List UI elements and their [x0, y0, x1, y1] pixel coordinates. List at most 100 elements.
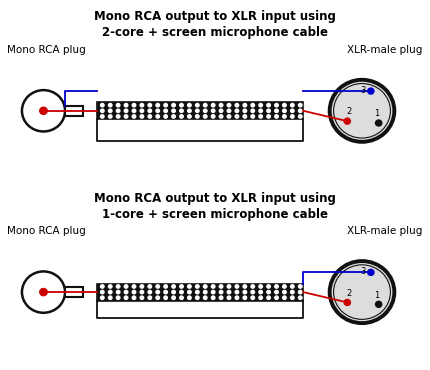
- Circle shape: [243, 115, 246, 118]
- Circle shape: [108, 296, 112, 299]
- Circle shape: [298, 285, 302, 288]
- Circle shape: [251, 290, 255, 294]
- Circle shape: [108, 290, 112, 294]
- Circle shape: [117, 115, 120, 118]
- Circle shape: [283, 290, 286, 294]
- Circle shape: [275, 285, 278, 288]
- Circle shape: [117, 285, 120, 288]
- Circle shape: [101, 290, 104, 294]
- Circle shape: [267, 104, 270, 107]
- Circle shape: [251, 115, 255, 118]
- Circle shape: [344, 118, 350, 124]
- Text: 3: 3: [360, 85, 366, 95]
- Circle shape: [212, 115, 215, 118]
- Circle shape: [283, 104, 286, 107]
- Bar: [65, 105, 83, 116]
- Text: XLR-male plug: XLR-male plug: [347, 226, 423, 236]
- Circle shape: [40, 107, 47, 114]
- Circle shape: [212, 109, 215, 112]
- Circle shape: [156, 290, 160, 294]
- Circle shape: [283, 296, 286, 299]
- Circle shape: [212, 285, 215, 288]
- Circle shape: [187, 296, 191, 299]
- Circle shape: [251, 109, 255, 112]
- Circle shape: [132, 290, 136, 294]
- Circle shape: [298, 296, 302, 299]
- Text: 1: 1: [375, 290, 380, 300]
- Circle shape: [40, 289, 47, 296]
- Circle shape: [298, 115, 302, 118]
- Circle shape: [219, 104, 223, 107]
- Circle shape: [235, 115, 239, 118]
- Circle shape: [203, 115, 207, 118]
- Circle shape: [164, 296, 167, 299]
- Text: Mono RCA plug: Mono RCA plug: [7, 226, 86, 236]
- Circle shape: [187, 109, 191, 112]
- Circle shape: [334, 265, 390, 319]
- Circle shape: [117, 104, 120, 107]
- Circle shape: [259, 115, 262, 118]
- Circle shape: [148, 290, 151, 294]
- Circle shape: [108, 115, 112, 118]
- Circle shape: [283, 115, 286, 118]
- Circle shape: [219, 109, 223, 112]
- Text: Mono RCA output to XLR input using: Mono RCA output to XLR input using: [94, 10, 336, 23]
- Circle shape: [235, 296, 239, 299]
- Circle shape: [187, 115, 191, 118]
- Circle shape: [227, 109, 231, 112]
- Circle shape: [164, 104, 167, 107]
- Circle shape: [148, 285, 151, 288]
- Circle shape: [227, 104, 231, 107]
- Circle shape: [235, 104, 239, 107]
- Circle shape: [219, 115, 223, 118]
- Circle shape: [243, 290, 246, 294]
- Circle shape: [298, 290, 302, 294]
- Circle shape: [196, 115, 199, 118]
- Circle shape: [164, 115, 167, 118]
- Bar: [98, 102, 303, 119]
- Circle shape: [259, 104, 262, 107]
- Circle shape: [172, 285, 175, 288]
- Circle shape: [212, 290, 215, 294]
- Circle shape: [203, 104, 207, 107]
- Circle shape: [267, 109, 270, 112]
- Circle shape: [148, 296, 151, 299]
- Circle shape: [283, 109, 286, 112]
- Circle shape: [101, 104, 104, 107]
- Circle shape: [275, 104, 278, 107]
- Circle shape: [140, 104, 144, 107]
- Circle shape: [243, 296, 246, 299]
- Circle shape: [212, 296, 215, 299]
- Circle shape: [156, 285, 160, 288]
- Circle shape: [180, 109, 183, 112]
- Circle shape: [203, 285, 207, 288]
- Circle shape: [243, 285, 246, 288]
- Circle shape: [196, 109, 199, 112]
- Circle shape: [291, 115, 294, 118]
- Circle shape: [243, 104, 246, 107]
- Circle shape: [148, 104, 151, 107]
- Circle shape: [235, 285, 239, 288]
- Circle shape: [124, 296, 128, 299]
- Circle shape: [203, 296, 207, 299]
- Text: 1-core + screen microphone cable: 1-core + screen microphone cable: [102, 208, 328, 221]
- Circle shape: [219, 285, 223, 288]
- Circle shape: [156, 109, 160, 112]
- Circle shape: [283, 285, 286, 288]
- Circle shape: [101, 285, 104, 288]
- Circle shape: [124, 285, 128, 288]
- Circle shape: [132, 285, 136, 288]
- Circle shape: [203, 109, 207, 112]
- Circle shape: [227, 285, 231, 288]
- Circle shape: [156, 104, 160, 107]
- Bar: [65, 287, 83, 297]
- Circle shape: [148, 109, 151, 112]
- Circle shape: [298, 104, 302, 107]
- Circle shape: [368, 269, 374, 275]
- Circle shape: [140, 285, 144, 288]
- Circle shape: [291, 290, 294, 294]
- Circle shape: [212, 104, 215, 107]
- Circle shape: [291, 296, 294, 299]
- Circle shape: [117, 296, 120, 299]
- Circle shape: [124, 115, 128, 118]
